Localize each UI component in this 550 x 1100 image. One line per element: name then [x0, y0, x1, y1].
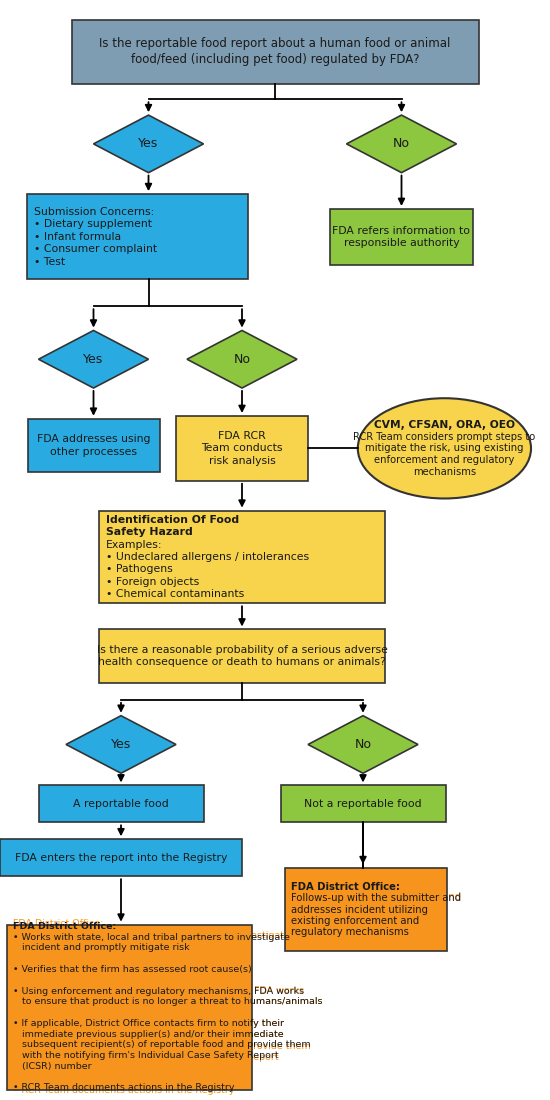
Text: mechanisms: mechanisms [413, 468, 476, 477]
FancyBboxPatch shape [280, 785, 446, 823]
Text: Submission Concerns:
• Dietary supplement
• Infant formula
• Consumer complaint
: Submission Concerns: • Dietary supplemen… [34, 207, 157, 266]
FancyBboxPatch shape [39, 785, 204, 823]
Text: enforcement and regulatory: enforcement and regulatory [374, 455, 515, 465]
Text: regulatory mechanisms: regulatory mechanisms [292, 927, 409, 937]
FancyBboxPatch shape [176, 416, 308, 481]
Text: Examples:: Examples: [106, 540, 162, 550]
FancyBboxPatch shape [7, 925, 252, 1090]
FancyBboxPatch shape [0, 839, 242, 877]
Text: Identification Of Food: Identification Of Food [106, 515, 239, 525]
Text: Follows-up with the submitter and: Follows-up with the submitter and [292, 893, 461, 903]
Text: Is the reportable food report about a human food or animal
food/feed (including : Is the reportable food report about a hu… [100, 37, 450, 66]
Polygon shape [308, 716, 418, 773]
Text: FDA District Office:: FDA District Office: [292, 882, 400, 892]
Text: RCR Team considers prompt steps to: RCR Team considers prompt steps to [353, 431, 536, 441]
Text: immediate previous supplier(s) and/or their immediate: immediate previous supplier(s) and/or th… [13, 1030, 284, 1038]
Text: subsequent recipient(s) of reportable food and provide them: subsequent recipient(s) of reportable fo… [13, 1041, 311, 1049]
FancyBboxPatch shape [330, 209, 473, 265]
Text: to ensure that product is no longer a threat to humans/animals: to ensure that product is no longer a th… [13, 998, 323, 1006]
FancyBboxPatch shape [28, 194, 248, 279]
Polygon shape [39, 330, 148, 388]
Text: mitigate the risk, using existing: mitigate the risk, using existing [365, 443, 524, 453]
Text: • Undeclared allergens / intolerances: • Undeclared allergens / intolerances [106, 552, 309, 562]
Text: FDA enters the report into the Registry: FDA enters the report into the Registry [15, 852, 227, 862]
Text: Is there a reasonable probability of a serious adverse
health consequence or dea: Is there a reasonable probability of a s… [97, 645, 387, 668]
Text: FDA RCR
Team conducts
risk analysis: FDA RCR Team conducts risk analysis [201, 431, 283, 465]
Text: FDA refers information to
responsible authority: FDA refers information to responsible au… [333, 226, 470, 248]
Text: • Chemical contaminants: • Chemical contaminants [106, 588, 244, 600]
Text: CVM, CFSAN, ORA, OEO: CVM, CFSAN, ORA, OEO [374, 420, 515, 430]
FancyBboxPatch shape [99, 629, 385, 683]
Text: incident and promptly mitigate risk: incident and promptly mitigate risk [13, 944, 190, 953]
Polygon shape [66, 716, 176, 773]
Text: Not a reportable food: Not a reportable food [304, 799, 422, 808]
Text: • Works with state, local and tribal partners to investigate: • Works with state, local and tribal par… [13, 933, 290, 942]
FancyBboxPatch shape [285, 868, 447, 952]
Text: Yes: Yes [111, 738, 131, 751]
Text: addresses incident utilizing: addresses incident utilizing [292, 904, 428, 915]
FancyBboxPatch shape [99, 510, 385, 604]
Text: No: No [393, 138, 410, 151]
Text: FDA District Office:
• Works with state, local and tribal partners to investigat: FDA District Office: • Works with state,… [13, 920, 323, 1094]
FancyBboxPatch shape [72, 21, 478, 84]
Text: FDA District Office:: FDA District Office: [13, 922, 117, 931]
Ellipse shape [358, 398, 531, 498]
Text: Identification Of Food
Safety Hazard
Examples:
• Undeclared allergens / intolera: Identification Of Food Safety Hazard Exa… [106, 515, 309, 600]
Polygon shape [94, 116, 204, 173]
Text: A reportable food: A reportable food [73, 799, 169, 808]
Text: • Using enforcement and regulatory mechanisms, FDA works: • Using enforcement and regulatory mecha… [13, 987, 305, 996]
Text: No: No [234, 353, 250, 365]
Text: with the notifying firm's Individual Case Safety Report: with the notifying firm's Individual Cas… [13, 1052, 279, 1060]
Text: • Verifies that the firm has assessed root cause(s): • Verifies that the firm has assessed ro… [13, 965, 252, 974]
Text: existing enforcement and: existing enforcement and [292, 916, 420, 926]
Text: Yes: Yes [139, 138, 158, 151]
Text: FDA District Office:
Follows-up with the submitter and
addresses incident utiliz: FDA District Office: Follows-up with the… [292, 880, 461, 939]
Text: • Pathogens: • Pathogens [106, 564, 172, 574]
Text: Safety Hazard: Safety Hazard [106, 527, 192, 537]
FancyBboxPatch shape [28, 419, 160, 473]
Text: Yes: Yes [84, 353, 103, 365]
Polygon shape [187, 330, 297, 388]
Text: No: No [355, 738, 371, 751]
Text: • Foreign objects: • Foreign objects [106, 576, 199, 586]
Text: • If applicable, District Office contacts firm to notify their: • If applicable, District Office contact… [13, 1019, 284, 1027]
Text: • RCR Team documents actions in the Registry: • RCR Team documents actions in the Regi… [13, 1084, 235, 1092]
Text: FDA addresses using
other processes: FDA addresses using other processes [37, 434, 150, 456]
Text: (ICSR) number: (ICSR) number [13, 1062, 92, 1071]
Polygon shape [346, 116, 456, 173]
